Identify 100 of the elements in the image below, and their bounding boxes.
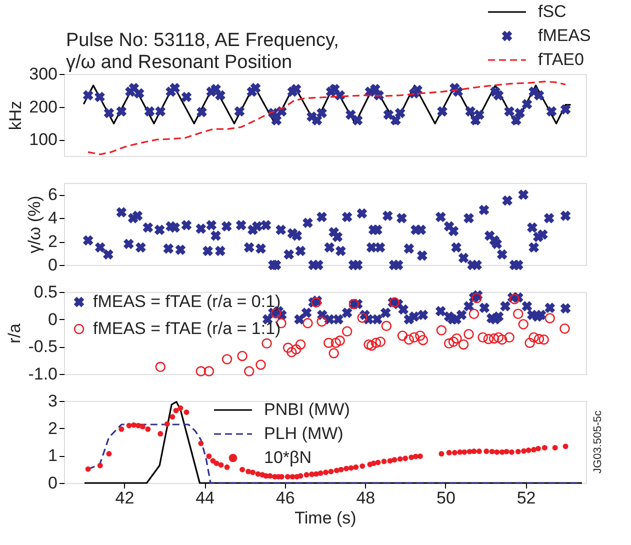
point — [366, 340, 377, 351]
point — [116, 106, 127, 117]
point — [398, 304, 408, 315]
point — [496, 334, 508, 345]
point — [94, 92, 105, 102]
y-tick-label: 100 — [29, 130, 58, 150]
point — [134, 88, 144, 99]
point — [404, 334, 414, 345]
point — [301, 308, 312, 318]
point — [408, 311, 420, 322]
y-tick-label: 0 — [48, 256, 58, 274]
point — [262, 338, 272, 348]
point — [560, 324, 570, 334]
y-axis-title: kHz — [6, 100, 26, 130]
point — [295, 339, 306, 350]
point — [560, 104, 571, 115]
point — [397, 330, 408, 341]
point — [328, 348, 339, 358]
point — [196, 366, 206, 376]
x-tick-label: 52 — [516, 488, 536, 508]
point — [323, 338, 334, 348]
y-tick-label: 0.5 — [34, 282, 58, 302]
point — [504, 106, 514, 117]
y-tick-label: -0.5 — [28, 337, 58, 356]
point — [418, 334, 428, 346]
legend-label: 10*βN — [264, 448, 312, 467]
y-tick-label: 0 — [48, 474, 58, 492]
point — [510, 115, 522, 126]
legend-label: fMEAS = fTAE (r/a = 0:1) — [93, 292, 281, 311]
y-axis-title: γ/ω (%) — [25, 196, 44, 254]
point — [294, 314, 304, 325]
legend-label: PNBI (MW) — [264, 400, 350, 419]
point — [333, 314, 344, 325]
point — [538, 334, 549, 345]
point — [513, 308, 524, 319]
point — [352, 115, 363, 126]
point — [316, 108, 327, 118]
line-series — [87, 80, 566, 156]
point — [334, 336, 345, 346]
point — [316, 316, 327, 327]
point — [302, 318, 313, 328]
point — [536, 310, 546, 320]
point — [290, 344, 302, 355]
point — [468, 308, 480, 319]
point — [456, 310, 467, 320]
point — [474, 109, 484, 120]
x-tick-label: 50 — [436, 488, 456, 508]
point — [372, 314, 382, 325]
point — [330, 338, 341, 348]
point — [170, 82, 180, 94]
point — [380, 308, 391, 318]
point — [381, 320, 392, 332]
point — [464, 328, 474, 340]
point — [234, 106, 245, 117]
x-tick-label: 44 — [196, 488, 214, 508]
chart-title: Pulse No: 53118, AE Frequency, γ/ω and Resonant Position — [66, 30, 339, 73]
y-tick-label: 4 — [48, 208, 58, 228]
point — [250, 82, 261, 94]
legend-label: fMEAS — [538, 26, 591, 45]
text: JG03.505-5c — [592, 410, 604, 474]
point — [412, 84, 423, 96]
point — [493, 90, 504, 101]
point — [514, 108, 525, 118]
point — [518, 319, 528, 330]
point — [357, 312, 368, 323]
point — [437, 106, 448, 117]
point — [524, 338, 535, 348]
point — [528, 332, 539, 342]
point — [82, 90, 94, 101]
y-axis-title: r/a — [5, 323, 24, 344]
y-tick-label: 0 — [48, 310, 58, 329]
point — [522, 301, 532, 312]
legend-label: fTAE0 — [538, 50, 584, 69]
point — [418, 310, 428, 320]
point — [534, 334, 544, 344]
point — [465, 106, 476, 117]
point — [370, 338, 382, 348]
legend-label: fSC — [538, 2, 566, 21]
point — [282, 342, 294, 353]
y-tick-label: 2 — [48, 232, 58, 252]
point — [560, 303, 571, 314]
point — [435, 306, 446, 316]
point — [364, 339, 374, 350]
legend-label: fMEAS = fTAE (r/a = 1:1) — [93, 319, 281, 338]
point — [222, 354, 232, 364]
x-tick-label: 46 — [276, 488, 295, 508]
point — [155, 362, 166, 372]
point — [244, 366, 254, 376]
legend-label: PLH (MW) — [264, 424, 344, 443]
y-tick-label: 300 — [29, 64, 58, 84]
point — [409, 332, 420, 342]
point — [478, 332, 488, 342]
point — [271, 115, 282, 126]
x-tick-label: 42 — [115, 488, 134, 508]
point — [500, 301, 510, 312]
point — [342, 308, 352, 318]
point — [452, 333, 462, 344]
point — [546, 106, 557, 117]
point — [483, 334, 494, 344]
point — [334, 90, 346, 101]
